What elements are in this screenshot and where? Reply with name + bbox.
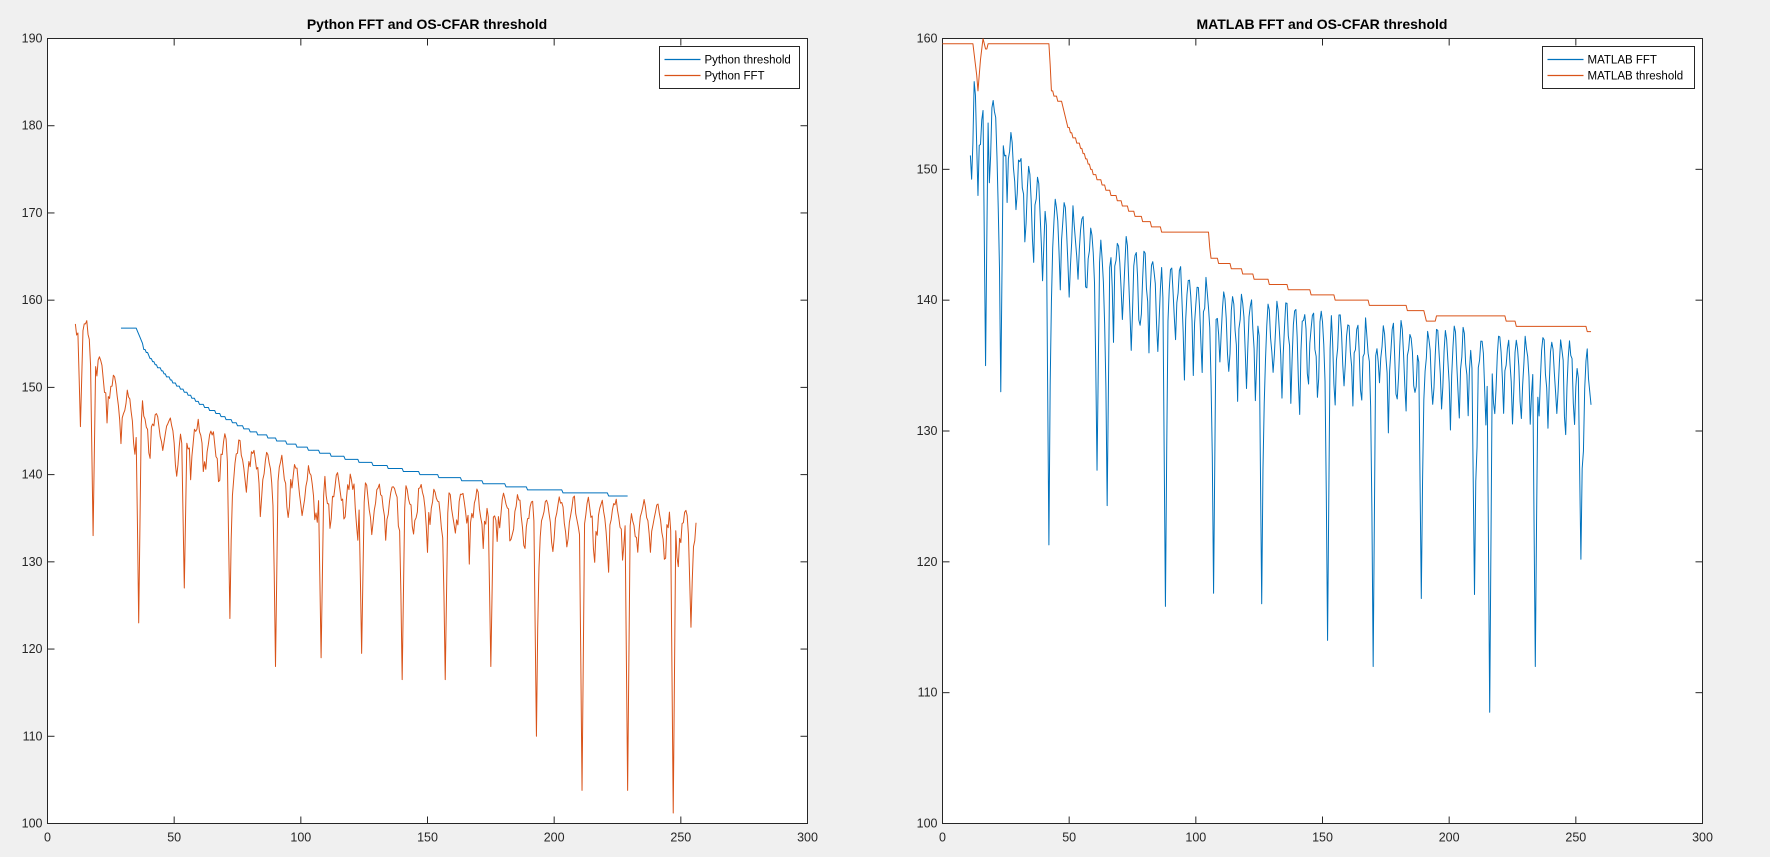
python-ytick-label: 140 [22,468,43,482]
python-chart-title: Python FFT and OS-CFAR threshold [307,16,547,32]
matlab-xtick-label: 200 [1439,831,1460,845]
matlab-ytick-label: 150 [917,162,938,176]
python-xtick-label: 50 [167,831,181,845]
matlab-ticks: 0 50 100 150 200 250 300 100 110 120 130 140 150 160 [917,32,1713,845]
matlab-ytick-label: 100 [917,817,938,831]
matlab-ytick-label: 120 [917,555,938,569]
python-ytick-label: 190 [22,32,43,46]
matlab-chart-title: MATLAB FFT and OS-CFAR threshold [1197,16,1448,32]
python-legend: Python threshold Python FFT [659,46,800,89]
python-ytick-label: 170 [22,206,43,220]
matlab-series [942,38,1592,713]
python-xtick-label: 100 [290,831,311,845]
python-ytick-label: 160 [22,293,43,307]
matlab-ytick-label: 160 [917,32,938,46]
python-threshold-line [120,327,628,497]
matlab-legend: MATLAB FFT MATLAB threshold [1542,46,1695,89]
matlab-threshold-line [942,38,1592,333]
python-xtick-label: 300 [797,831,818,845]
matlab-ytick-label: 110 [918,686,938,700]
matlab-xtick-label: 100 [1185,831,1206,845]
python-xtick-label: 250 [670,831,691,845]
matlab-legend-box [1542,46,1695,89]
python-ytick-label: 110 [23,729,43,743]
matlab-xtick-label: 150 [1312,831,1333,845]
python-ytick-label: 180 [22,119,43,133]
python-legend-label-fft: Python FFT [705,71,765,83]
python-fft-line [74,320,697,814]
python-xtick-label: 150 [417,831,438,845]
matlab-legend-label-threshold: MATLAB threshold [1588,71,1684,83]
matlab-legend-label-fft: MATLAB FFT [1588,55,1657,67]
python-ytick-label: 100 [22,817,43,831]
matlab-xtick-label: 250 [1565,831,1586,845]
matlab-plot-area [942,38,1703,824]
python-legend-box [659,46,800,89]
python-series [74,320,697,814]
python-xtick-label: 0 [44,831,51,845]
python-xtick-label: 200 [544,831,565,845]
python-ytick-label: 150 [22,380,43,394]
python-ytick-label: 120 [22,642,43,656]
matlab-axes: MATLAB FFT and OS-CFAR threshold 0 50 100 1… [917,16,1713,845]
matlab-fft-line [969,81,1592,713]
python-legend-label-threshold: Python threshold [705,55,791,67]
python-ticks: 0 50 100 150 200 250 300 100 110 120 130 140 150 160 1… [22,32,818,845]
matlab-ytick-label: 140 [917,293,938,307]
matlab-xtick-label: 300 [1692,831,1713,845]
python-plot-area [47,38,808,824]
matlab-xtick-label: 0 [939,831,946,845]
python-ytick-label: 130 [22,555,43,569]
matlab-xtick-label: 50 [1062,831,1076,845]
matlab-ytick-label: 130 [917,424,938,438]
python-axes: Python FFT and OS-CFAR threshold 0 50 100 1… [22,16,818,845]
